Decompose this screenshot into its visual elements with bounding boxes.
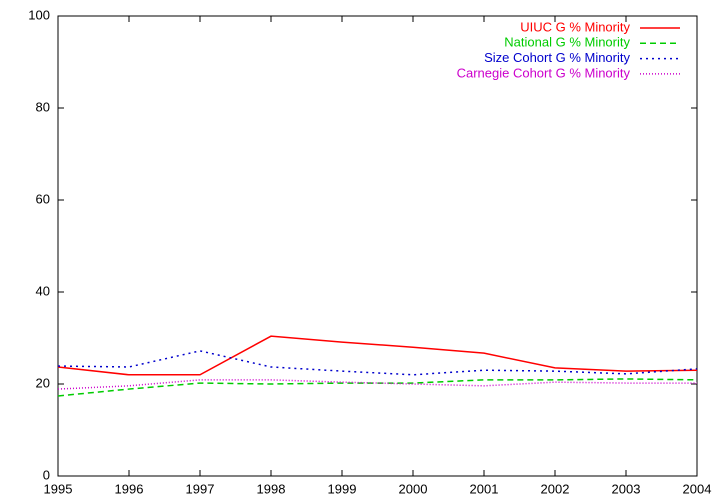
plot-frame bbox=[57, 15, 698, 477]
y-tick-label: 0 bbox=[43, 467, 50, 482]
series-line bbox=[57, 350, 698, 376]
y-tick-label: 60 bbox=[36, 191, 50, 206]
x-tick-label: 2000 bbox=[399, 481, 428, 496]
x-tick-label: 2002 bbox=[541, 481, 570, 496]
y-tick-label: 100 bbox=[28, 7, 50, 22]
x-tick-label: 1995 bbox=[44, 481, 73, 496]
x-tick-label: 2004 bbox=[683, 481, 712, 496]
x-tick-label: 1997 bbox=[186, 481, 215, 496]
legend-label: Carnegie Cohort G % Minority bbox=[457, 65, 631, 80]
x-tick-label: 1999 bbox=[328, 481, 357, 496]
series-line bbox=[57, 379, 697, 390]
series-line bbox=[57, 378, 698, 397]
x-tick-label: 2001 bbox=[470, 481, 499, 496]
legend-label: UIUC G % Minority bbox=[520, 19, 630, 34]
y-tick-label: 80 bbox=[36, 99, 50, 114]
x-tick-label: 2003 bbox=[612, 481, 641, 496]
x-tick-label: 1996 bbox=[115, 481, 144, 496]
x-tick-label: 1998 bbox=[257, 481, 286, 496]
legend-label: National G % Minority bbox=[504, 35, 630, 50]
y-tick-label: 20 bbox=[36, 375, 50, 390]
y-tick-label: 40 bbox=[36, 283, 50, 298]
legend-label: Size Cohort G % Minority bbox=[484, 50, 630, 65]
series-line bbox=[57, 335, 698, 376]
